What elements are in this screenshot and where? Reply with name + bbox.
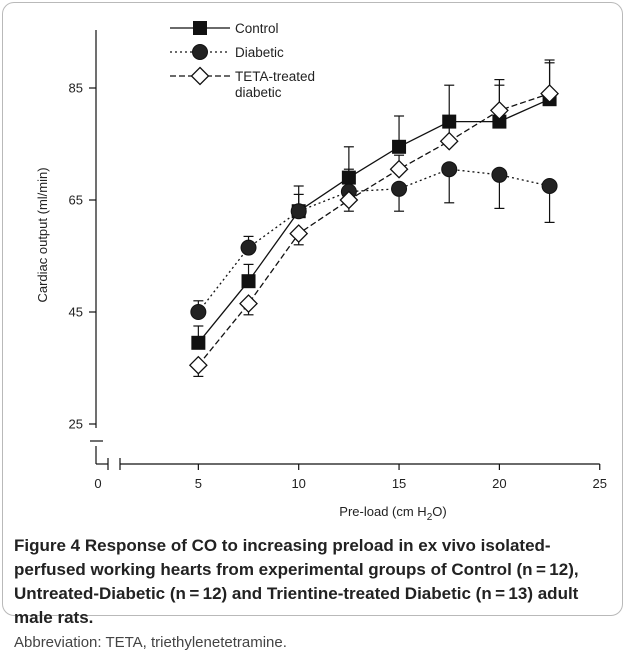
figure-frame	[2, 2, 623, 616]
series-line-teta-treated-diabetic	[197, 92, 550, 366]
x-tick-label: 0	[94, 476, 101, 491]
legend-label: Diabetic	[235, 45, 284, 60]
x-axis-label-end: O)	[432, 504, 446, 519]
x-tick-label: 15	[392, 476, 406, 491]
data-point-control	[392, 139, 407, 154]
data-point-diabetic	[290, 203, 307, 220]
legend-entry-diabetic: Diabetic	[170, 44, 284, 60]
caption-text: Response of CO to increasing preload in …	[14, 536, 579, 627]
y-tick-label: 65	[69, 193, 83, 208]
data-point-diabetic	[491, 166, 508, 183]
y-tick-label: 45	[69, 305, 83, 320]
axes: 0 5 10 15 20 25 25 45 65 85	[69, 30, 607, 491]
data-point-teta-treated-diabetic	[188, 355, 208, 375]
legend-marker	[190, 66, 210, 86]
figure-caption: Figure 4 Response of CO to increasing pr…	[14, 534, 610, 654]
data-point-teta-treated-diabetic	[239, 294, 258, 314]
data-point-teta-treated-diabetic	[489, 100, 509, 120]
data-point-control	[191, 335, 206, 350]
data-point-diabetic	[541, 178, 558, 194]
data-point-diabetic	[190, 304, 207, 320]
y-tick-label: 85	[69, 81, 83, 96]
y-axis-label: Cardiac output (ml/min)	[35, 167, 50, 302]
x-axis-label-sub: 2	[427, 512, 433, 523]
legend-label: Control	[235, 21, 279, 36]
series-line-control	[197, 98, 550, 344]
legend-marker	[192, 44, 208, 60]
x-tick-label: 10	[291, 476, 305, 491]
plot-area	[188, 59, 559, 377]
legend-marker	[193, 21, 207, 35]
y-tick-label: 25	[69, 417, 83, 432]
legend-label: TETA-treated	[235, 69, 315, 84]
legend-entry-control: Control	[170, 21, 279, 36]
series-teta-treated-diabetic	[188, 59, 559, 377]
x-axis-label-main: Pre-load (cm H	[339, 504, 426, 519]
series-line-diabetic	[197, 168, 550, 313]
data-point-diabetic	[391, 180, 408, 197]
data-point-teta-treated-diabetic	[540, 84, 559, 104]
data-point-control	[241, 274, 256, 289]
data-point-teta-treated-diabetic	[389, 159, 409, 179]
series-diabetic	[190, 161, 558, 320]
caption-abbreviation: Abbreviation: TETA, triethylenetetramine…	[14, 634, 287, 651]
x-tick-label: 20	[492, 476, 506, 491]
data-point-diabetic	[441, 161, 458, 178]
data-point-teta-treated-diabetic	[439, 131, 459, 151]
cardiac-output-chart: Cardiac output (ml/min) Pre-load (cm H2O…	[35, 21, 607, 523]
x-tick-label: 25	[593, 476, 607, 491]
data-point-diabetic	[240, 239, 257, 256]
data-point-teta-treated-diabetic	[339, 190, 359, 210]
x-tick-label: 5	[195, 476, 202, 491]
caption-label: Figure 4	[14, 536, 81, 555]
legend-label-line2: diabetic	[235, 85, 282, 100]
caption-main: Figure 4 Response of CO to increasing pr…	[14, 534, 610, 630]
data-point-teta-treated-diabetic	[289, 224, 309, 244]
x-axis-label: Pre-load (cm H2O)	[339, 504, 446, 523]
data-point-control	[442, 114, 457, 129]
